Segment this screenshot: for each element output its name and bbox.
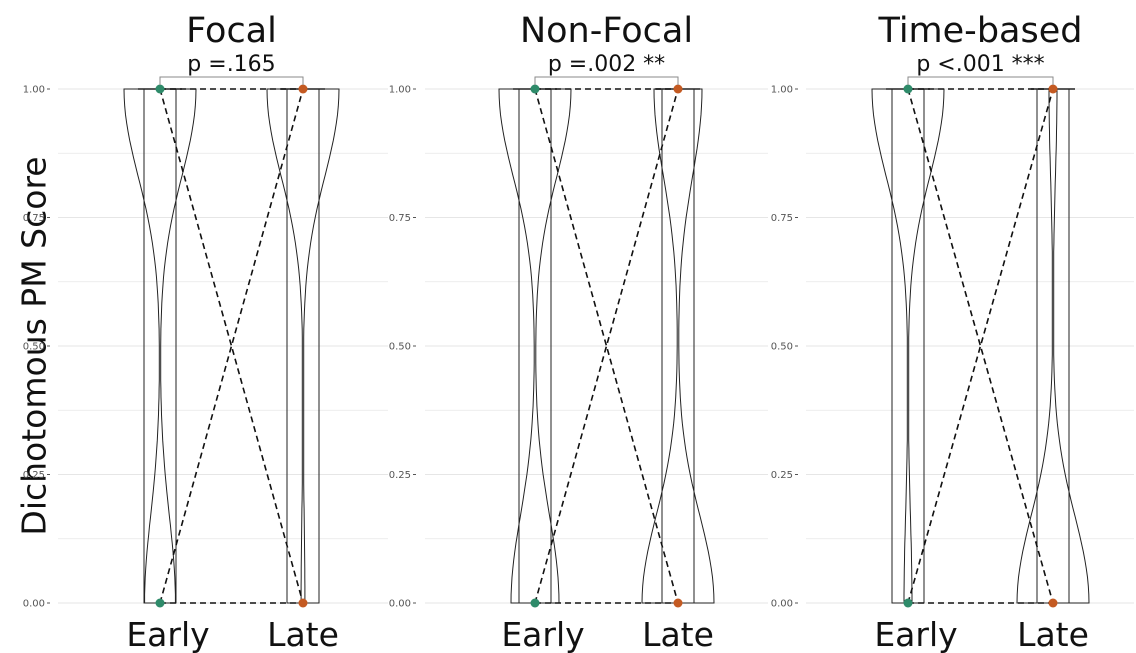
panel-1-xtick-late: Late <box>267 615 339 653</box>
panel-1-title: Focal <box>186 11 277 51</box>
panel-2-violin-early <box>498 88 572 604</box>
panel-1-dashed-cross-1 <box>159 88 304 604</box>
panel-3-significance-bracket <box>907 76 1054 85</box>
panel-2-ytick-label: 0.25 <box>389 470 411 481</box>
panel-1-ytick-label: 0.25 <box>23 470 45 481</box>
panel-3-point-early <box>903 598 913 608</box>
panel-2-ytick-label: 1.00 <box>389 85 411 96</box>
panel-3-ytick-label: 0.50 <box>771 342 793 353</box>
panel-2-violin-late <box>641 88 715 604</box>
panel-1-significance-bracket <box>159 76 304 85</box>
panel-1-point-early <box>155 84 165 94</box>
panel-1-dashed-cross-2 <box>159 88 304 604</box>
panel-1-point-early <box>155 598 165 608</box>
panel-3-ytick-label: 0.00 <box>771 599 793 610</box>
panel-3-p-value: p <.001 *** <box>916 52 1044 77</box>
panel-1-ytick-label: 0.75 <box>23 213 45 224</box>
panel-2-ytick-label: 0.50 <box>389 342 411 353</box>
panel-2-ytick-label: 0.00 <box>389 599 411 610</box>
panel-3-point-late <box>1048 84 1058 94</box>
panel-1-violin-early <box>123 88 197 604</box>
panel-3-ytick-label: 0.75 <box>771 213 793 224</box>
panel-1-ytick-label: 0.00 <box>23 599 45 610</box>
panel-1-ytick-label: 1.00 <box>23 85 45 96</box>
panel-1-p-value: p =.165 <box>187 52 275 77</box>
panel-2-dashed-cross-1 <box>534 88 679 604</box>
panel-2-dashed-cross-2 <box>534 88 679 604</box>
panel-1-xtick-early: Early <box>126 615 209 653</box>
panel-3-point-early <box>903 84 913 94</box>
panel-3-ytick-label: 1.00 <box>771 85 793 96</box>
panel-1-ytick-label: 0.50 <box>23 342 45 353</box>
panel-3-xtick-early: Early <box>874 615 957 653</box>
panel-3-xtick-late: Late <box>1017 615 1089 653</box>
panel-2-title: Non-Focal <box>520 11 693 51</box>
panel-1-point-late <box>298 84 308 94</box>
panel-2-point-late <box>673 84 683 94</box>
panel-2-significance-bracket <box>534 76 679 85</box>
panel-1-point-late <box>298 598 308 608</box>
panel-1-violin-late <box>266 88 340 604</box>
panel-2-point-early <box>530 598 540 608</box>
panel-3-violin-early <box>871 88 945 604</box>
panel-2-ytick-label: 0.75 <box>389 213 411 224</box>
panel-2-xtick-early: Early <box>501 615 584 653</box>
panel-2-point-early <box>530 84 540 94</box>
panel-2-point-late <box>673 598 683 608</box>
panel-3-dashed-cross-2 <box>907 88 1054 604</box>
panel-2-p-value: p =.002 ** <box>548 52 665 77</box>
panel-3-title: Time-based <box>878 11 1083 51</box>
panel-3-ytick-label: 0.25 <box>771 470 793 481</box>
panel-3-point-late <box>1048 598 1058 608</box>
panel-2-xtick-late: Late <box>642 615 714 653</box>
panel-3-dashed-cross-1 <box>907 88 1054 604</box>
